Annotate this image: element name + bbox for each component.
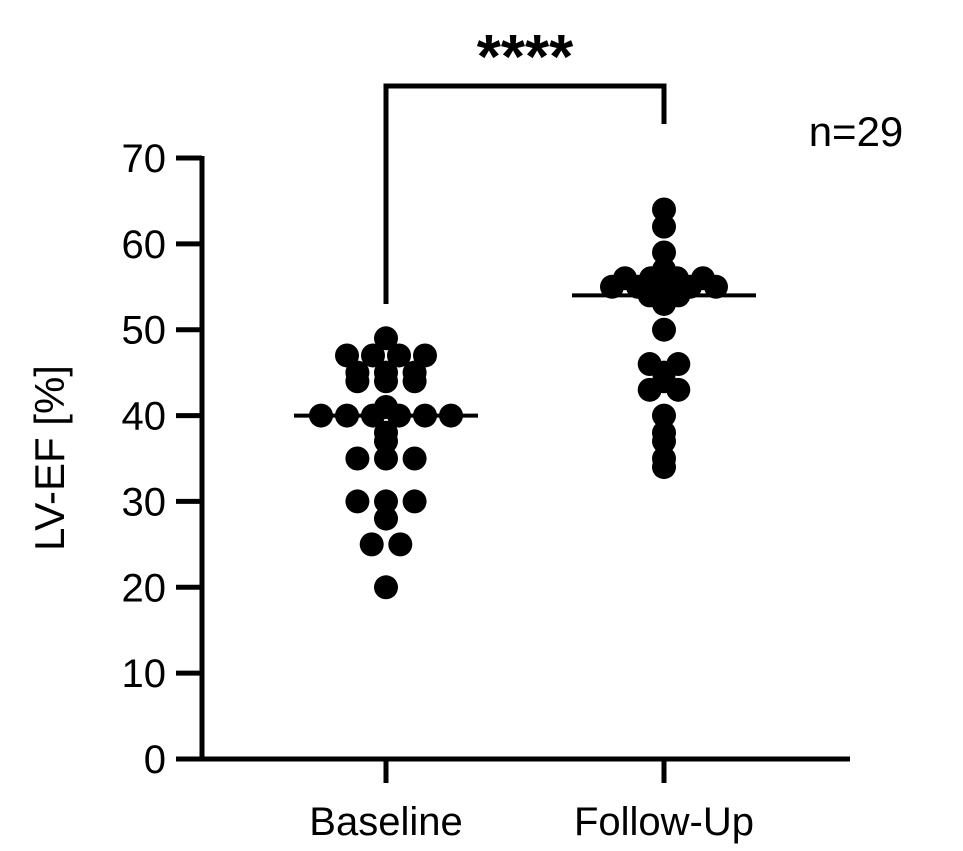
y-tick-label: 10 <box>122 652 167 696</box>
data-point <box>613 266 637 291</box>
data-point <box>652 257 676 282</box>
y-tick-label: 20 <box>122 566 167 610</box>
data-point <box>374 506 398 531</box>
data-point <box>374 394 398 419</box>
annotations <box>383 83 667 304</box>
data-point <box>345 489 370 514</box>
x-category-label: Baseline <box>309 800 462 844</box>
data-point <box>361 343 385 368</box>
data-point <box>402 446 427 471</box>
data-point <box>345 360 370 385</box>
data-point <box>374 420 398 445</box>
data-point <box>666 352 691 377</box>
data-point <box>652 197 676 222</box>
y-tick-label: 0 <box>144 738 166 782</box>
data-point <box>652 214 676 239</box>
n-label: n=29 <box>809 108 904 155</box>
y-tick-label: 50 <box>122 309 167 353</box>
data-point <box>652 420 676 445</box>
data-point <box>388 532 413 557</box>
axes <box>199 156 850 762</box>
data-point <box>335 343 359 368</box>
y-ticks: 0 10 20 30 40 50 60 70 <box>122 137 202 782</box>
data-point <box>374 489 398 514</box>
y-tick-label: 60 <box>122 223 167 267</box>
data-point <box>652 317 676 342</box>
y-tick-label: 70 <box>122 137 167 181</box>
y-axis-label: LV-EF [%] <box>26 365 73 551</box>
data-point <box>374 326 398 351</box>
significance-label: **** <box>477 23 574 92</box>
significance-bracket <box>383 83 667 304</box>
data-points <box>309 197 728 600</box>
data-point <box>359 532 384 557</box>
y-tick-label: 30 <box>122 480 167 524</box>
data-point <box>402 360 427 385</box>
x-category-label: Follow-Up <box>574 800 754 844</box>
data-point <box>345 446 370 471</box>
data-point <box>402 489 427 514</box>
data-point <box>387 343 411 368</box>
data-point <box>652 446 676 471</box>
median-lines <box>294 293 756 418</box>
data-point <box>691 266 715 291</box>
data-point <box>637 352 662 377</box>
data-point <box>652 240 676 265</box>
y-tick-label: 40 <box>122 395 167 439</box>
data-point <box>374 575 398 600</box>
x-ticks: Baseline Follow-Up <box>309 759 754 844</box>
data-point <box>413 343 437 368</box>
data-point <box>652 403 676 428</box>
data-point <box>374 446 398 471</box>
data-point <box>374 360 398 385</box>
